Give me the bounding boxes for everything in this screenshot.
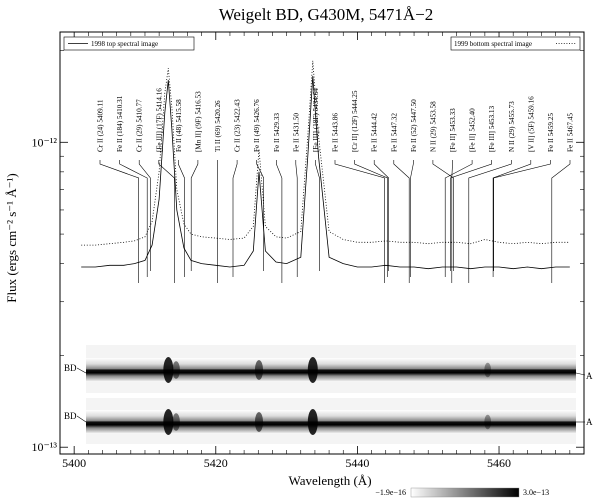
colorbar-max-label: 3.0e−13 [523, 488, 549, 497]
line-id-marker [468, 160, 512, 283]
y-tick-label: 10⁻¹³ [31, 440, 57, 454]
y-axis-ticks: 10⁻¹² 10⁻¹³ [31, 50, 584, 454]
line-id-marker [256, 160, 264, 271]
line-id-marker [373, 160, 389, 271]
line-id-label: Cr II (24) 5409.11 [97, 99, 105, 152]
line-id-marker [450, 160, 492, 271]
line-id-marker [232, 160, 238, 277]
line-id-label: [Fe II] 5452.40 [469, 108, 477, 152]
line-id-label: [Fe II] 5453.33 [449, 108, 457, 152]
spectral-image-bottom-left-label: BD [64, 411, 77, 421]
x-tick-label: 5400 [62, 456, 86, 470]
legend: 1998 top spectral image 1999 bottom spec… [63, 36, 581, 51]
chart-title: Weigelt BD, G430M, 5471Å−2 [219, 5, 434, 24]
line-id-marker [295, 160, 298, 277]
spectral-image-top-left-marker [76, 367, 87, 374]
spectral-image-top-band [86, 358, 576, 382]
line-id-label: Fe II 5467.45 [567, 113, 575, 152]
series-1998-line [81, 75, 570, 270]
emission-feature [484, 362, 492, 378]
line-id-label: Fe II 5429.33 [273, 113, 281, 152]
line-id-label: Fe II (49) 5426.76 [253, 99, 261, 152]
line-id-marker [138, 160, 151, 271]
x-axis-label: Wavelength (Å) [288, 473, 371, 488]
line-id-marker [99, 160, 139, 283]
line-id-label: Fe II (184) 5410.31 [116, 95, 124, 152]
line-id-label: Fe II (52) 5447.50 [410, 99, 418, 152]
plot-frame [59, 31, 585, 455]
line-id-marker [444, 160, 473, 277]
line-id-label: N II (29) 5455.73 [508, 101, 516, 152]
line-id-label: [Fe III] (17F) 5414.16 [155, 88, 163, 152]
legend-box-1998 [63, 36, 195, 51]
colorbar-min-label: −1.9e−16 [375, 488, 406, 497]
spectral-image-bottom-features [163, 409, 492, 435]
colorbar-gradient [410, 487, 520, 498]
line-id-label: Ti II (69) 5420.26 [214, 100, 222, 152]
line-id-label: [Cr II] (12F) 5444.25 [351, 90, 359, 152]
line-id-marker [334, 160, 385, 283]
line-id-label: [V II] (5F) 5459.16 [527, 96, 535, 152]
spectral-image-top-left-label: BD [64, 363, 77, 373]
spectra [81, 60, 570, 270]
line-id-label: Fe II 5459.25 [547, 113, 555, 152]
line-id-label: [Fe III] 5453.13 [488, 105, 496, 152]
emission-feature [307, 357, 318, 383]
spectral-image-bottom-right-label: A [586, 417, 593, 427]
x-tick-label: 5460 [487, 456, 511, 470]
emission-feature [254, 412, 264, 432]
line-id-marker [158, 160, 175, 283]
legend-label-1999: 1999 bottom spectral image [454, 40, 532, 48]
line-id-label: Fe II 5447.32 [390, 113, 398, 152]
emission-feature [163, 409, 174, 435]
line-identifications: Cr II (24) 5409.11 Fe II (184) 5410.31 Cr … [97, 88, 575, 283]
line-id-marker [178, 160, 185, 277]
colorbar: −1.9e−16 3.0e−13 [375, 487, 549, 498]
emission-feature [484, 414, 492, 430]
line-id-marker [410, 160, 414, 277]
line-id-marker [190, 160, 199, 271]
x-axis-ticks: 5400 5420 5440 5460 [59, 32, 585, 470]
spectral-image-top-right-marker [575, 372, 586, 376]
line-id-label: Fe II 5431.50 [292, 113, 300, 152]
x-tick-label: 5420 [204, 456, 228, 470]
spectral-image-bottom-left-marker [76, 415, 87, 423]
line-id-label: Fe II 5444.42 [371, 113, 379, 152]
spectral-images: BD A BD A [64, 345, 593, 444]
line-id-label: N II (29) 5453.58 [429, 101, 437, 152]
line-id-marker [315, 160, 320, 271]
line-id-marker [393, 160, 410, 283]
x-tick-label: 5440 [345, 456, 369, 470]
spectral-image-bottom-band [86, 410, 576, 434]
legend-label-1998: 1998 top spectral image [91, 40, 158, 48]
line-id-marker [551, 160, 571, 283]
line-id-label: Cr II (23) 5422.43 [234, 99, 242, 152]
spectral-image-top-right-label: A [586, 371, 593, 381]
spectral-image-bottom [86, 398, 576, 444]
line-id-marker [354, 160, 388, 277]
line-id-marker [492, 160, 532, 277]
emission-feature [307, 409, 318, 435]
emission-feature [163, 357, 174, 383]
line-id-label: Fe II (48) 5415.58 [175, 99, 183, 152]
emission-feature [172, 413, 180, 431]
y-axis-label: Flux (ergs cm⁻² s⁻¹ Å⁻¹) [4, 173, 19, 303]
line-id-marker [493, 160, 551, 271]
line-id-label: Cr II (29) 5410.77 [136, 99, 144, 152]
line-id-label: [Mn II] (9F) 5416.53 [194, 91, 202, 152]
line-id-marker [119, 160, 148, 277]
line-id-marker [432, 160, 454, 271]
y-tick-label: 10⁻¹² [31, 135, 57, 149]
spectral-image-top-features [163, 357, 492, 383]
line-id-marker [451, 160, 453, 283]
spectral-image-top [86, 345, 576, 393]
line-id-marker [276, 160, 283, 283]
emission-feature [172, 361, 180, 379]
line-id-label: Fe II 5443.86 [332, 113, 340, 152]
emission-feature [254, 360, 264, 380]
legend-box-1999 [450, 36, 581, 51]
